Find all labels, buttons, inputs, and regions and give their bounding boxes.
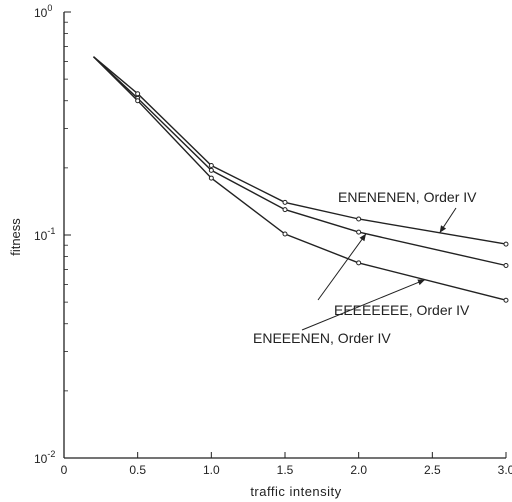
annotation-label-eneeenen: ENEEENEN, Order IV [253,330,391,346]
x-tick-label: 0 [61,463,68,477]
x-tick-label: 2.5 [424,463,441,477]
x-tick-label: 3.0 [498,463,512,477]
data-point [282,207,288,213]
data-point [135,91,141,97]
data-point [503,241,509,247]
annotation-layer: ENENENEN, Order IV EEEEEEEE, Order IV EN… [253,189,477,346]
data-point [208,175,214,181]
data-point [282,231,288,237]
annotation-label-enenenen: ENENENEN, Order IV [338,189,477,205]
data-point [356,216,362,222]
annotation-arrowhead [439,225,447,233]
y-tick-label: 100 [34,3,52,20]
series-line-0 [93,56,507,245]
x-tick-label: 2.0 [350,463,367,477]
data-point [135,98,141,104]
series-line-2 [93,56,507,301]
axes: 0 0.5 1.0 1.5 2.0 2.5 3.0 100 10-1 10-2 [34,3,512,477]
y-tick-label: 10-1 [34,226,55,243]
x-axis-label: traffic intensity [250,484,341,499]
series-line-1 [93,56,507,267]
annotation-arrowhead [359,233,366,242]
y-tick-label: 10-2 [34,449,55,466]
series-layer [93,56,509,303]
data-point [503,297,509,303]
y-axis-label: fitness [8,218,23,256]
data-point [356,229,362,235]
data-point [356,260,362,266]
data-point [208,167,214,173]
annotation-label-eeeeeeee: EEEEEEEE, Order IV [334,302,470,318]
data-point [503,262,509,268]
x-tick-label: 1.0 [203,463,220,477]
data-point [208,162,214,168]
data-point [282,199,288,205]
annotation-arrow-line [317,233,367,301]
annotation-arrow-line [301,279,426,331]
annotation-arrowhead [417,279,425,286]
x-tick-label: 1.5 [277,463,294,477]
x-tick-label: 0.5 [129,463,146,477]
